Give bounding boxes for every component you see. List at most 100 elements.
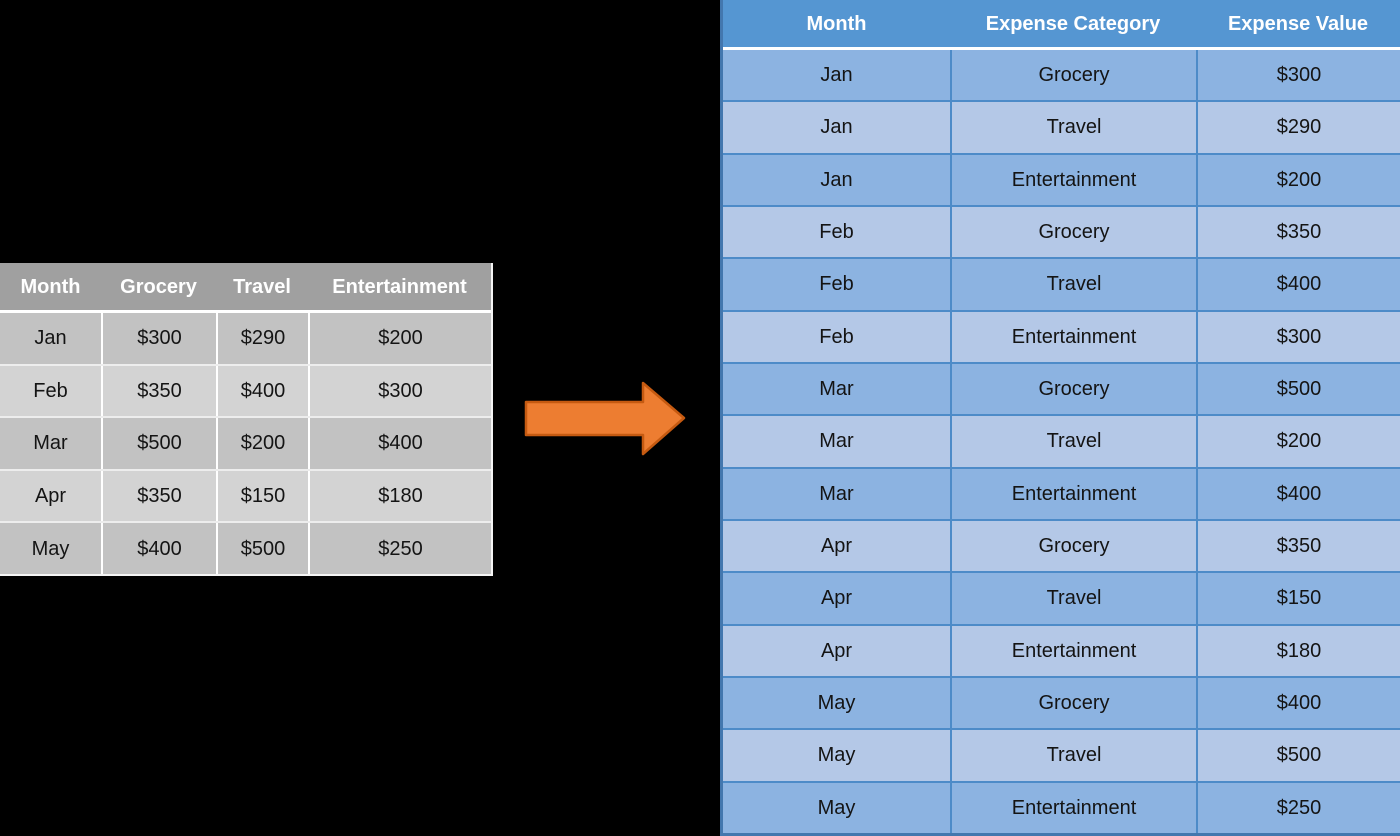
table-cell: $290 <box>216 313 308 364</box>
table-cell: $180 <box>1196 625 1400 676</box>
table-cell: $500 <box>1196 363 1400 415</box>
table-cell: Travel <box>950 102 1196 153</box>
table-cell: Travel <box>950 259 1196 310</box>
table-cell: $250 <box>1196 782 1400 833</box>
table-cell: $350 <box>101 470 216 522</box>
table-cell: Feb <box>819 221 854 244</box>
table-cell: Entertainment <box>950 468 1196 519</box>
result-table-header-row: Month Expense Category Expense Value <box>723 0 1400 50</box>
table-cell: $200 <box>1196 154 1400 205</box>
table-row: May Travel $500 <box>723 728 1400 781</box>
column-header: Travel <box>233 275 291 298</box>
table-cell: May <box>817 796 856 819</box>
table-cell: Travel <box>950 416 1196 467</box>
table-cell: Jan <box>820 168 853 191</box>
table-cell: $250 <box>308 523 491 574</box>
table-cell: May <box>817 692 856 715</box>
table-cell: $400 <box>1196 677 1400 729</box>
table-cell: Travel <box>950 730 1196 781</box>
table-row: Jan Entertainment $200 <box>723 152 1400 205</box>
table-cell: $300 <box>1196 311 1400 362</box>
table-cell: May <box>817 744 856 767</box>
table-row: Apr Entertainment $180 <box>723 623 1400 676</box>
result-table-body: Jan Grocery $300 Jan Travel $290 Jan Entertainm… <box>723 50 1400 833</box>
table-cell: $350 <box>101 365 216 417</box>
table-cell: $300 <box>1196 50 1400 101</box>
table-cell: Apr <box>820 535 853 558</box>
table-cell: $150 <box>216 470 308 522</box>
table-cell: $150 <box>1196 573 1400 624</box>
table-cell: Mar <box>819 430 854 453</box>
table-cell: $500 <box>1196 730 1400 781</box>
table-cell: Mar <box>819 482 854 505</box>
table-row: Apr Travel $150 <box>723 571 1400 624</box>
table-cell: Jan <box>820 116 853 139</box>
table-cell: $300 <box>101 313 216 364</box>
table-row: Jan Grocery $300 <box>723 50 1400 101</box>
result-table: Month Expense Category Expense Value Jan Gr… <box>720 0 1400 836</box>
table-cell: $200 <box>308 313 491 364</box>
table-cell: Mar <box>819 378 854 401</box>
table-cell: $400 <box>1196 259 1400 310</box>
table-cell: $400 <box>216 365 308 417</box>
table-row: Feb Travel $400 <box>723 257 1400 310</box>
table-cell: Grocery <box>950 677 1196 729</box>
table-cell: Apr <box>820 639 853 662</box>
source-table-body: Jan $300 $290 $200 Feb $350 $400 $300 Mar $500 $20… <box>0 313 491 574</box>
table-row: Mar Entertainment $400 <box>723 466 1400 519</box>
table-cell: $180 <box>308 470 491 522</box>
table-cell: Entertainment <box>950 311 1196 362</box>
table-cell: Apr <box>820 587 853 610</box>
column-header: Expense Category <box>985 12 1161 35</box>
column-header: Expense Value <box>1227 12 1369 35</box>
table-cell: Jan <box>820 64 853 87</box>
table-cell: Mar <box>33 432 68 455</box>
table-cell: $200 <box>216 418 308 469</box>
table-cell: Grocery <box>950 520 1196 572</box>
column-header: Month <box>20 275 81 298</box>
table-cell: Feb <box>33 379 68 402</box>
column-header: Grocery <box>120 275 197 298</box>
table-cell: Grocery <box>950 363 1196 415</box>
table-cell: Feb <box>819 273 854 296</box>
table-row: Mar Travel $200 <box>723 414 1400 467</box>
table-cell: $400 <box>101 523 216 574</box>
table-row: Feb Grocery $350 <box>723 204 1400 258</box>
table-cell: $350 <box>1196 520 1400 572</box>
transform-arrow <box>523 377 689 461</box>
table-row: Apr $350 $150 $180 <box>0 468 491 522</box>
table-cell: Jan <box>34 327 67 350</box>
table-cell: Grocery <box>950 50 1196 101</box>
table-row: Mar Grocery $500 <box>723 361 1400 415</box>
table-row: Jan Travel $290 <box>723 100 1400 153</box>
table-row: Feb $350 $400 $300 <box>0 363 491 417</box>
column-header: Entertainment <box>332 275 467 298</box>
table-row: Apr Grocery $350 <box>723 518 1400 572</box>
table-cell: Apr <box>34 485 67 508</box>
table-cell: $400 <box>308 418 491 469</box>
table-cell: $300 <box>308 365 491 417</box>
table-cell: $500 <box>101 418 216 469</box>
table-row: Feb Entertainment $300 <box>723 309 1400 362</box>
table-cell: Grocery <box>950 206 1196 258</box>
table-cell: $350 <box>1196 206 1400 258</box>
source-table-header-row: Month Grocery Travel Entertainment <box>0 263 491 313</box>
table-row: May Entertainment $250 <box>723 780 1400 833</box>
table-cell: May <box>31 537 70 560</box>
table-cell: Entertainment <box>950 625 1196 676</box>
table-cell: $290 <box>1196 102 1400 153</box>
table-cell: Entertainment <box>950 154 1196 205</box>
table-cell: Feb <box>819 325 854 348</box>
right-arrow-icon <box>524 381 686 456</box>
table-cell: $400 <box>1196 468 1400 519</box>
table-row: Mar $500 $200 $400 <box>0 416 491 469</box>
table-cell: Entertainment <box>950 782 1196 833</box>
column-header: Month <box>806 12 867 35</box>
table-row: May $400 $500 $250 <box>0 521 491 574</box>
right-arrow-shape <box>524 381 686 456</box>
table-row: Jan $300 $290 $200 <box>0 313 491 364</box>
table-cell: $500 <box>216 523 308 574</box>
table-cell: Travel <box>950 573 1196 624</box>
table-cell: $200 <box>1196 416 1400 467</box>
source-table: Month Grocery Travel Entertainment Jan $300 $… <box>0 263 493 576</box>
